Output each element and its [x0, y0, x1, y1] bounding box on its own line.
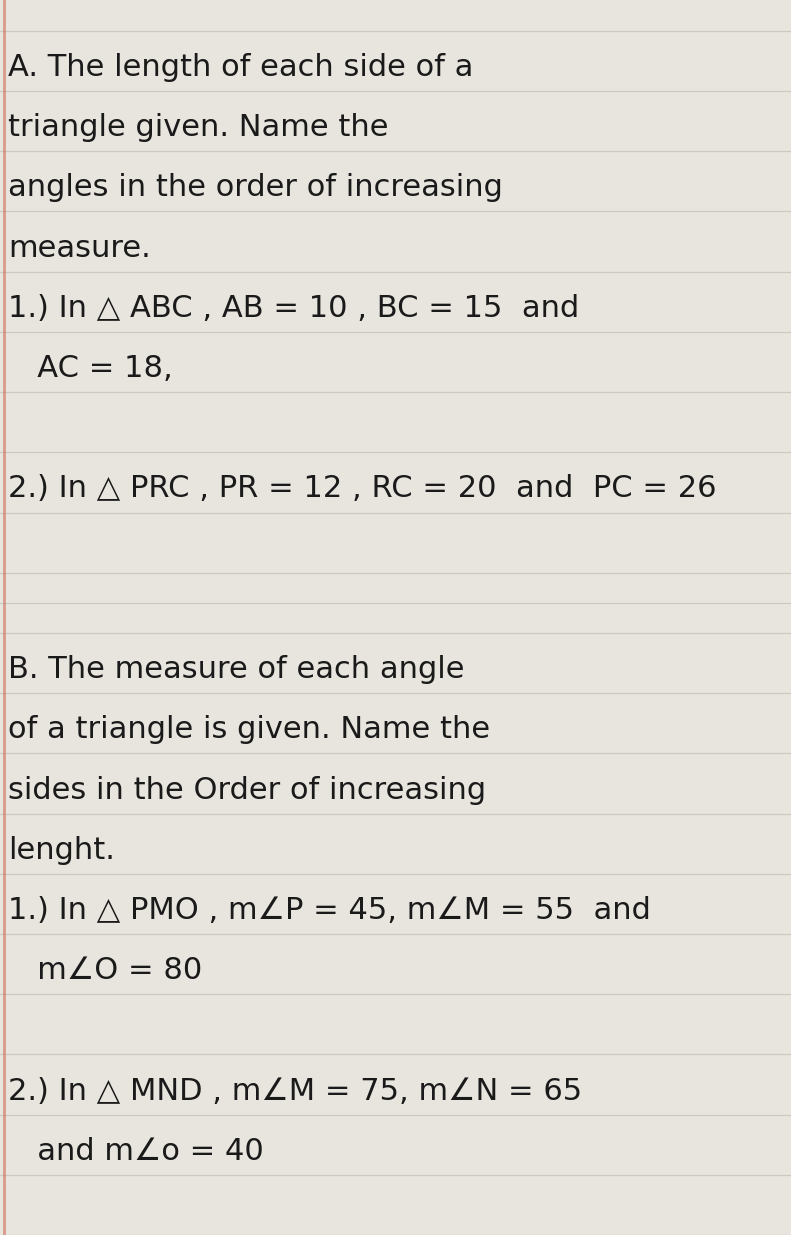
Text: 1.) In △ ABC , AB = 10 , BC = 15  and: 1.) In △ ABC , AB = 10 , BC = 15 and — [8, 294, 579, 322]
Text: B. The measure of each angle: B. The measure of each angle — [8, 655, 464, 684]
Text: sides in the Order of increasing: sides in the Order of increasing — [8, 776, 486, 804]
Text: A. The length of each side of a: A. The length of each side of a — [8, 53, 473, 82]
Text: lenght.: lenght. — [8, 836, 115, 864]
Text: of a triangle is given. Name the: of a triangle is given. Name the — [8, 715, 490, 745]
Text: 1.) In △ PMO , m∠P = 45, m∠M = 55  and: 1.) In △ PMO , m∠P = 45, m∠M = 55 and — [8, 895, 651, 925]
Text: and m∠o = 40: and m∠o = 40 — [8, 1136, 263, 1166]
Text: m∠O = 80: m∠O = 80 — [8, 956, 202, 986]
Text: 2.) In △ PRC , PR = 12 , RC = 20  and  PC = 26: 2.) In △ PRC , PR = 12 , RC = 20 and PC … — [8, 474, 717, 504]
Text: angles in the order of increasing: angles in the order of increasing — [8, 173, 503, 203]
Text: 2.) In △ MND , m∠M = 75, m∠N = 65: 2.) In △ MND , m∠M = 75, m∠N = 65 — [8, 1077, 582, 1105]
Text: measure.: measure. — [8, 233, 150, 263]
Text: triangle given. Name the: triangle given. Name the — [8, 114, 388, 142]
Text: AC = 18,: AC = 18, — [8, 354, 172, 383]
